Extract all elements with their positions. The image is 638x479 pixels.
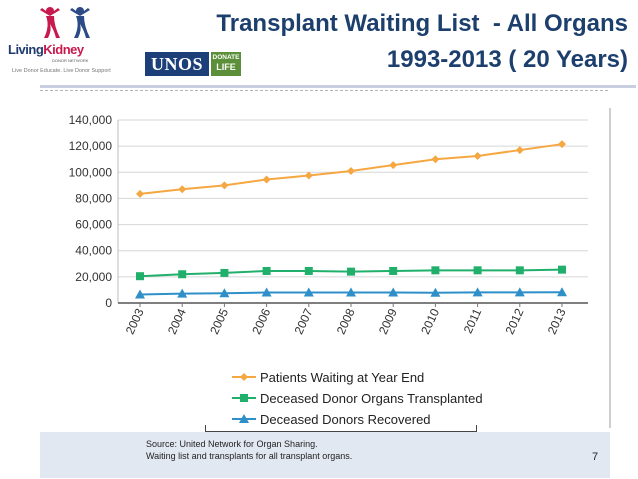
header-divider (40, 85, 636, 88)
legend-bracket (205, 425, 477, 432)
series-2-point (136, 272, 144, 281)
series-3-point (219, 288, 230, 298)
legend-label: Patients Waiting at Year End (260, 370, 424, 385)
x-tick-label: 2013 (545, 306, 569, 336)
series-3-point (177, 288, 188, 298)
x-tick-label: 2006 (249, 306, 273, 336)
x-tick-label: 2012 (503, 306, 527, 336)
series-3-point (346, 287, 356, 297)
legend-label: Deceased Donor Organs Transplanted (260, 391, 483, 406)
donate-life-badge: DONATE LIFE (211, 52, 241, 76)
series-1-point (389, 161, 398, 170)
series-2-point (347, 267, 355, 276)
y-tick-label: 80,000 (75, 191, 112, 205)
x-tick-label: 2008 (334, 306, 358, 336)
x-tick-label: 2009 (376, 306, 400, 336)
x-tick-label: 2010 (418, 306, 442, 336)
series-3-point (472, 287, 483, 297)
logo-word-kidney: Kidney (43, 42, 84, 57)
y-tick-label: 40,000 (75, 244, 112, 258)
series-1-point (220, 181, 229, 190)
series-1-point (515, 146, 524, 155)
legend-swatch-marker (240, 394, 248, 402)
y-tick-label: 140,000 (69, 113, 113, 127)
y-tick-label: 60,000 (75, 218, 112, 232)
series-1-point (262, 175, 271, 184)
legend-swatch-marker (240, 373, 248, 381)
people-figures-icon (40, 7, 90, 38)
source-footer (40, 432, 610, 478)
legend-label: Deceased Donors Recovered (260, 412, 431, 427)
y-tick-label: 100,000 (69, 165, 113, 179)
series-3-point (388, 287, 399, 297)
y-tick-label: 20,000 (75, 270, 112, 284)
logo-word-living: Living (8, 42, 44, 57)
series-1-point (178, 185, 187, 194)
page-number: 7 (592, 451, 599, 463)
series-2-point (262, 266, 271, 275)
legend-swatch-marker (239, 414, 249, 423)
series-3-point (135, 289, 145, 299)
series-1-point (431, 155, 440, 164)
series-3-point (303, 287, 314, 297)
series-2-point (431, 266, 440, 275)
series-1-point (558, 140, 566, 149)
series-2-point (220, 268, 229, 277)
x-tick-label: 2003 (123, 306, 147, 336)
x-tick-label: 2007 (292, 306, 316, 336)
logo-society-text: DONOR NETWORK (52, 58, 89, 63)
page-title: Transplant Waiting List - All Organs (216, 10, 628, 37)
series-2-point (558, 265, 566, 274)
series-2-point (473, 266, 482, 275)
series-3-point (557, 287, 567, 297)
series-1-point (347, 166, 355, 175)
y-tick-label: 0 (105, 296, 112, 310)
series-2-point (178, 270, 187, 279)
logo-tagline: Live Donor Educate. Live Donor Support (12, 68, 111, 74)
x-tick-label: 2005 (207, 306, 231, 336)
series-3-point (514, 287, 525, 297)
right-vertical-rule (609, 108, 611, 428)
x-tick-label: 2011 (461, 306, 485, 336)
series-3-point (430, 287, 441, 297)
donate-life-badge-line2: LIFE (216, 62, 236, 72)
series-1-point (136, 189, 144, 198)
series-3-point (261, 287, 272, 297)
series-2-point (389, 266, 398, 275)
donate-life-badge-line1: DONATE (212, 54, 240, 61)
series-2-point (515, 266, 524, 275)
header-dashed-divider (40, 90, 608, 91)
page-subtitle: 1993-2013 ( 20 Years) (386, 46, 628, 73)
series-1-point (473, 151, 482, 160)
logo-wordmark: LivingKidney (8, 42, 84, 57)
unos-logo: UNOS DONATE LIFE (145, 52, 241, 76)
series-1-point (304, 171, 313, 180)
source-description: Waiting list and transplants for all tra… (146, 451, 353, 461)
living-kidney-logo: LivingKidney DONOR NETWORK Live Donor Ed… (8, 6, 118, 76)
series-2-point (304, 266, 313, 275)
unos-wordmark: UNOS (145, 52, 209, 76)
x-tick-label: 2004 (165, 306, 189, 336)
source-citation: Source: United Network for Organ Sharing… (146, 439, 318, 449)
y-tick-label: 120,000 (69, 139, 113, 153)
